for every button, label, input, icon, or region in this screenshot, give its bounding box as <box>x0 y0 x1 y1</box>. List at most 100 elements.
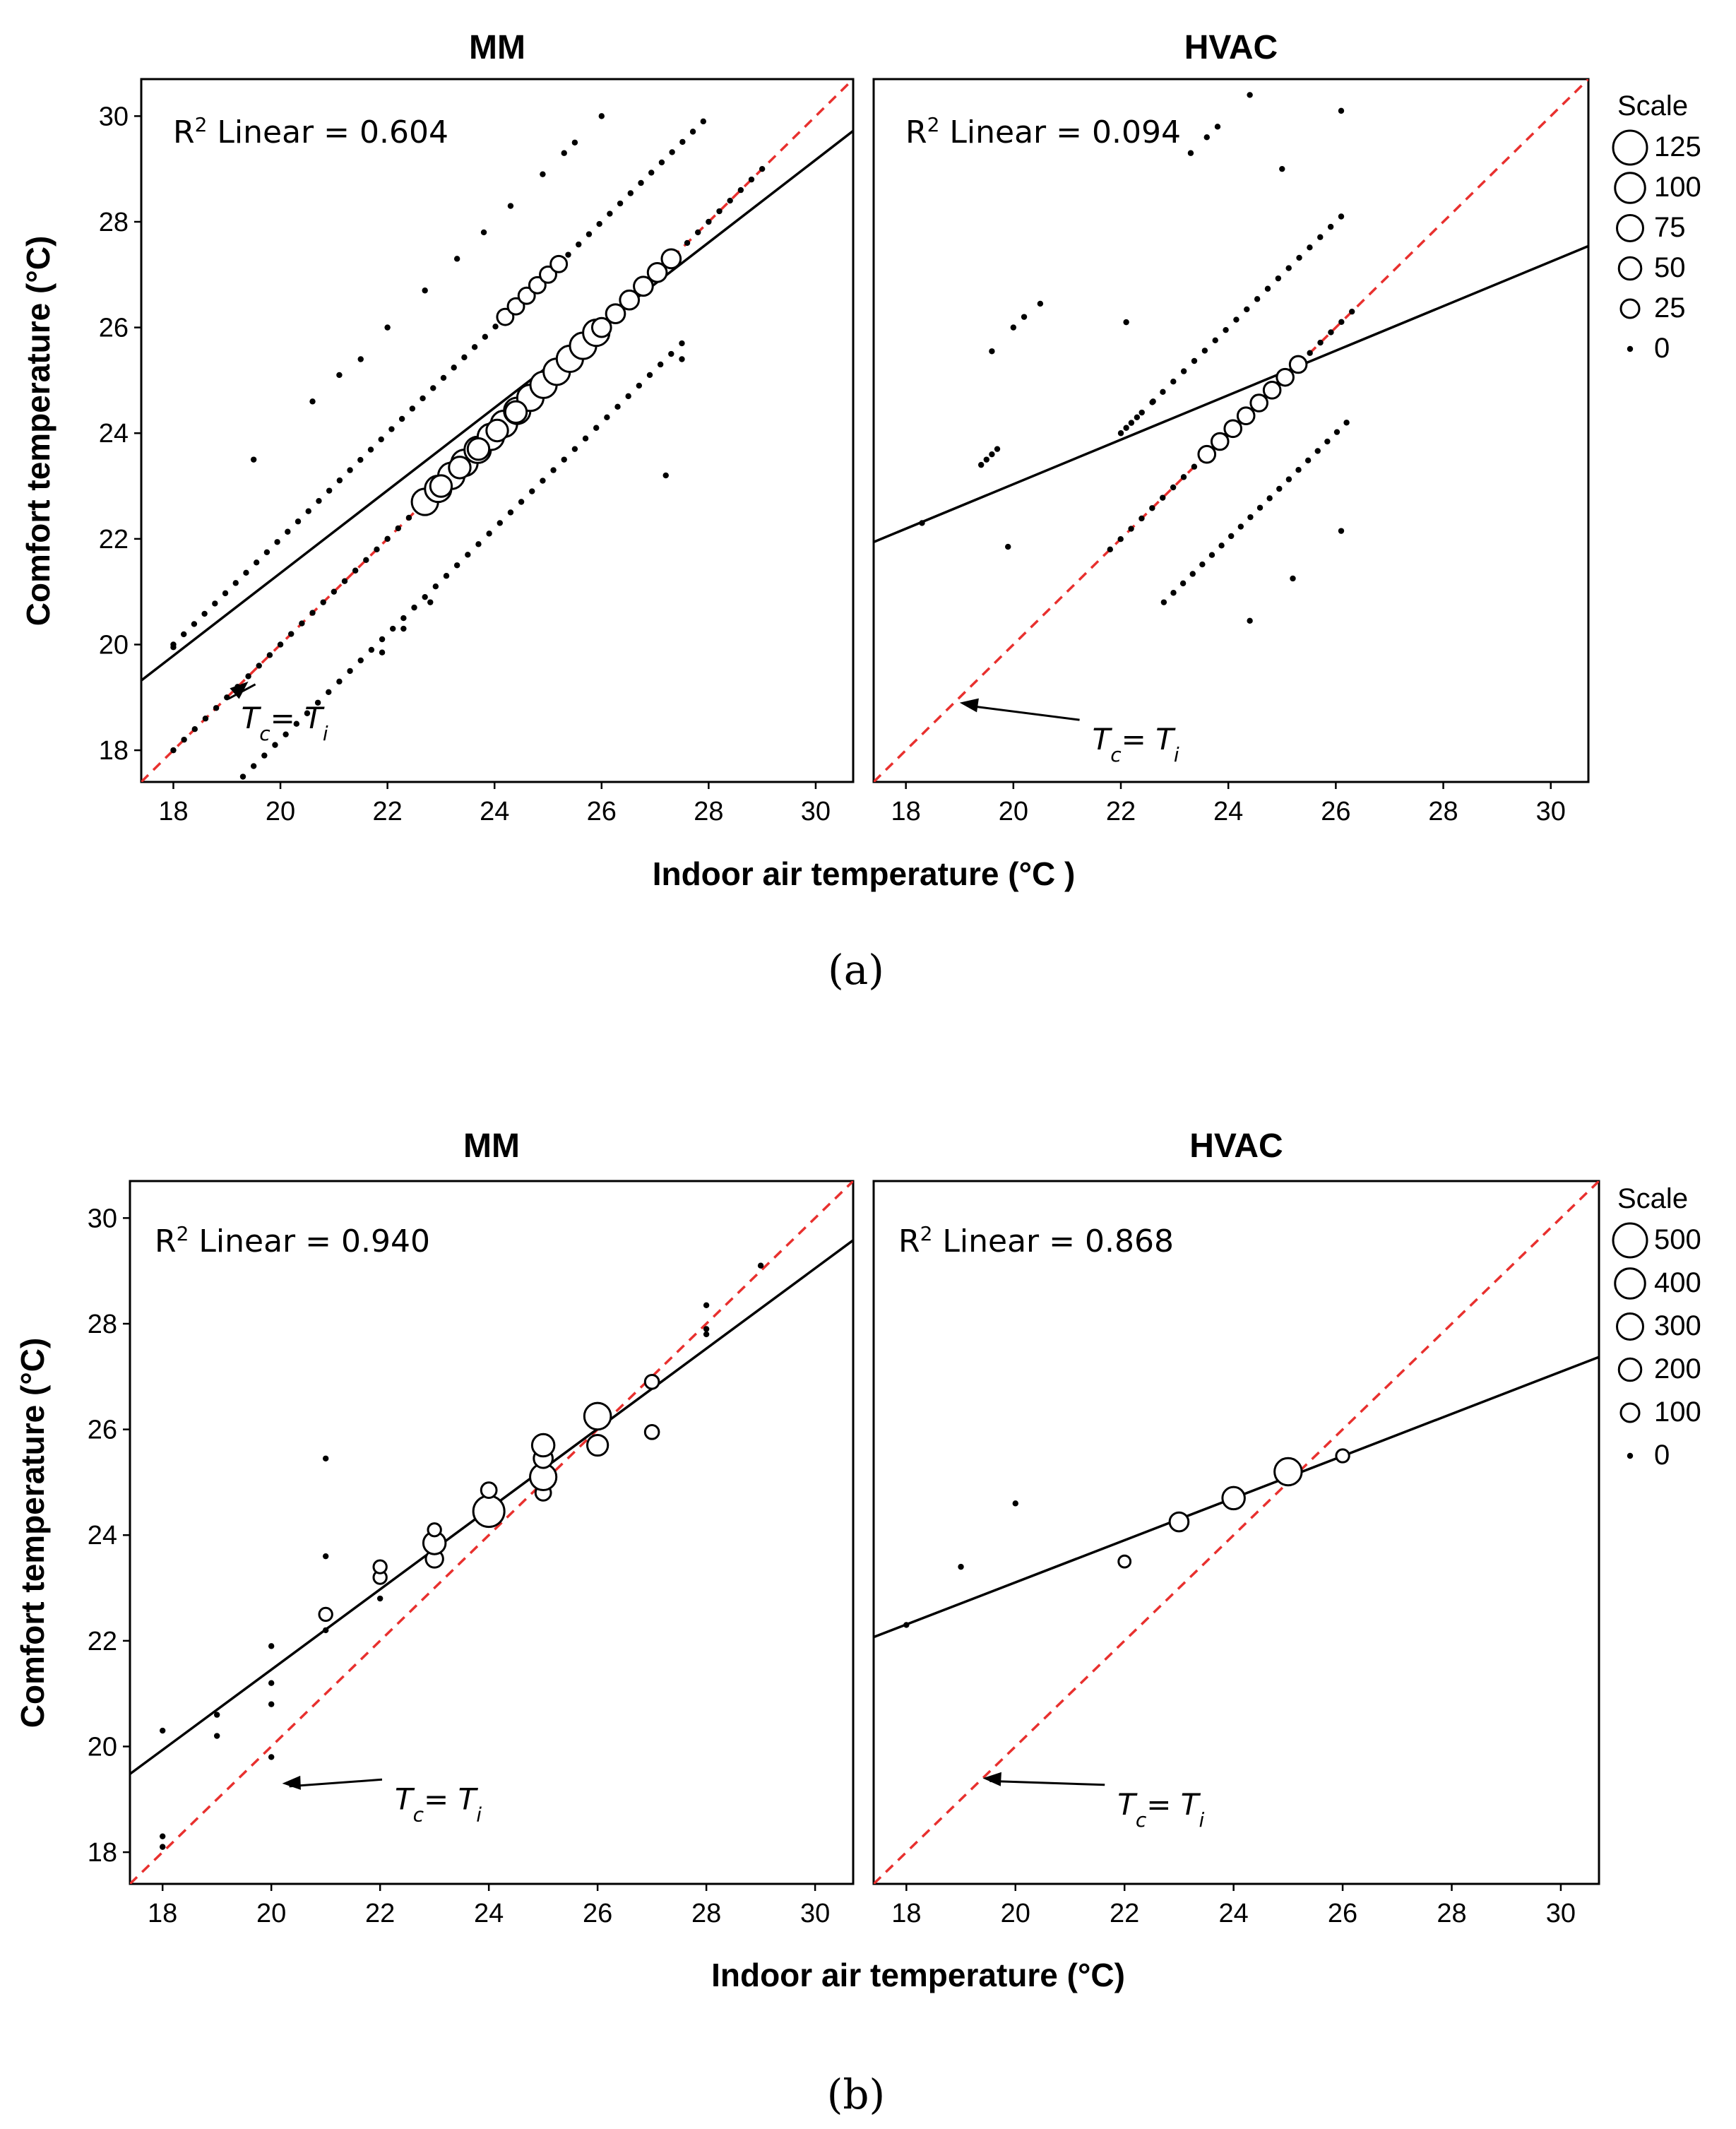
r-squared-label: R2 Linear = 0.604 <box>173 113 448 151</box>
x-tick-label: 30 <box>1536 797 1566 826</box>
data-point <box>1237 523 1244 530</box>
annotation-arrow-head <box>982 1772 1001 1786</box>
data-point <box>384 324 391 331</box>
legend-symbol <box>1614 172 1646 204</box>
data-point <box>658 159 665 166</box>
data-point <box>341 578 348 584</box>
data-point <box>357 657 364 664</box>
data-point <box>1247 514 1254 521</box>
data-point <box>218 795 224 800</box>
y-tick-label: 22 <box>99 525 129 555</box>
data-point <box>1037 300 1044 307</box>
data-point <box>529 488 535 494</box>
data-point <box>1288 355 1308 374</box>
data-point <box>180 631 187 638</box>
data-point <box>309 610 316 616</box>
data-point <box>427 1522 442 1538</box>
data-point <box>727 197 733 204</box>
data-point <box>518 499 525 505</box>
legend-label: 400 <box>1654 1267 1701 1298</box>
data-point <box>1349 308 1355 315</box>
reference-line-tc-ti <box>130 1181 853 1884</box>
data-point <box>633 275 654 297</box>
data-point <box>1180 474 1187 480</box>
data-point <box>903 1622 910 1628</box>
data-point <box>322 1627 329 1634</box>
data-point <box>400 625 407 632</box>
tc-equals-ti-label: Tc= Ti <box>1117 1787 1204 1832</box>
data-point <box>1128 420 1135 426</box>
data-point <box>326 487 333 494</box>
data-point <box>224 694 230 701</box>
x-tick-label: 24 <box>474 1899 504 1928</box>
data-point <box>1236 406 1256 425</box>
data-point <box>427 599 434 605</box>
data-point <box>1275 275 1282 282</box>
data-point <box>1244 306 1250 313</box>
data-point <box>390 625 396 632</box>
annotation-arrow-line <box>966 704 1080 721</box>
data-point <box>379 649 386 656</box>
data-point <box>347 467 353 473</box>
y-tick-label: 20 <box>99 630 129 660</box>
data-point <box>504 400 528 425</box>
legend-symbol <box>1619 298 1641 319</box>
data-point <box>657 361 664 368</box>
data-point <box>1170 590 1177 596</box>
r-squared-label: R2 Linear = 0.940 <box>155 1222 430 1260</box>
x-tick-label: 24 <box>1218 1899 1248 1928</box>
data-point <box>486 530 492 537</box>
data-point <box>1191 357 1198 364</box>
data-point <box>679 138 686 146</box>
data-point <box>1005 543 1011 550</box>
data-point <box>496 307 515 326</box>
legend-symbol <box>1612 1222 1648 1259</box>
data-point <box>625 393 631 400</box>
data-point <box>571 139 578 146</box>
data-point <box>395 525 401 532</box>
data-point <box>266 652 273 658</box>
data-point <box>607 210 613 217</box>
data-point <box>1180 368 1187 374</box>
data-point <box>958 1563 964 1570</box>
data-point <box>384 535 391 542</box>
data-point <box>376 1595 384 1602</box>
data-point <box>202 716 209 722</box>
data-point <box>1307 350 1313 356</box>
x-tick-label: 20 <box>1001 1899 1030 1928</box>
data-point <box>1314 448 1321 454</box>
data-point <box>1117 535 1124 542</box>
data-point <box>977 461 985 468</box>
data-point <box>989 348 995 355</box>
data-point <box>983 456 989 463</box>
x-tick-label: 30 <box>1546 1899 1576 1928</box>
x-tick-label: 22 <box>1110 1899 1139 1928</box>
y-tick-label: 28 <box>99 208 129 237</box>
data-point <box>372 1559 388 1574</box>
data-point <box>170 747 177 754</box>
data-point <box>1266 495 1273 502</box>
data-point <box>422 287 428 294</box>
y-axis-label: Comfort temperature (°C) <box>20 236 57 627</box>
data-point <box>1218 542 1225 549</box>
x-tick-label: 28 <box>1428 797 1458 826</box>
data-point <box>679 340 685 347</box>
data-point <box>1276 485 1283 492</box>
x-tick-label: 22 <box>365 1899 395 1928</box>
data-point <box>336 678 343 685</box>
x-tick-label: 26 <box>587 797 617 826</box>
panel-frame <box>872 78 1590 783</box>
data-point <box>668 350 674 357</box>
data-point <box>261 752 268 759</box>
data-point <box>1262 381 1282 400</box>
data-point <box>448 456 472 480</box>
legend-symbol <box>1619 1402 1641 1423</box>
data-point <box>285 528 291 535</box>
data-point <box>453 562 460 569</box>
data-point <box>283 731 289 737</box>
data-point <box>322 1553 329 1560</box>
data-point <box>309 398 316 405</box>
data-point <box>388 426 395 432</box>
data-point <box>212 600 218 607</box>
